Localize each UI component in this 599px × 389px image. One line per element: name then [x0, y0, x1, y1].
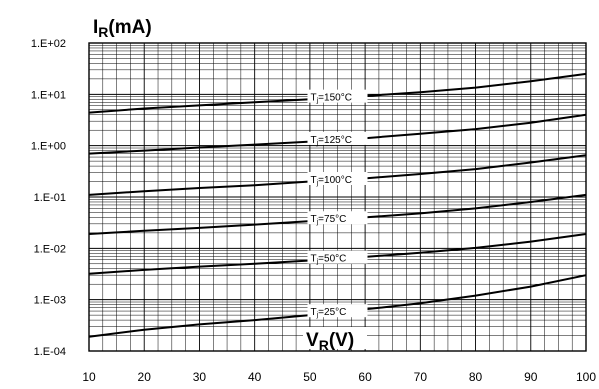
plot-frame — [88, 42, 587, 352]
x-axis-label-main: V — [306, 330, 319, 351]
x-axis-label-sub: R — [319, 337, 329, 353]
y-axis-label-main: I — [93, 17, 98, 38]
series-label-backdrop — [307, 89, 368, 103]
series-label-backdrop — [307, 304, 368, 318]
y-tick-label: 1.E+02 — [31, 38, 66, 50]
series-label-backdrop — [307, 211, 368, 225]
y-axis-label-sub: R — [98, 24, 108, 40]
series-label: Tj=75°C — [311, 214, 347, 226]
x-axis-label-unit: (V) — [329, 330, 354, 351]
y-tick-label: 1.E-02 — [34, 243, 66, 255]
y-tick-label: 1.E+01 — [31, 89, 66, 101]
x-tick-label: 60 — [358, 370, 372, 384]
x-tick-label: 40 — [248, 370, 262, 384]
x-tick-label: 80 — [469, 370, 483, 384]
y-tick-labels: 1.E-04 1.E-03 1.E-02 1.E-01 1.E+00 1.E+01 1.E+… — [31, 38, 66, 358]
y-axis-label: IR(mA) — [93, 17, 152, 40]
y-tick-label: 1.E-03 — [34, 295, 66, 307]
y-axis-label-unit: (mA) — [108, 17, 151, 38]
x-axis-label-backdrop — [303, 327, 367, 349]
y-tick-label: 1.E-01 — [34, 192, 66, 204]
x-tick-label: 90 — [524, 370, 538, 384]
series-labels: Tj=150°C Tj=125°C Tj=100°C Tj=75°C Tj=50°C Tj… — [307, 89, 368, 319]
series-label: Tj=125°C — [311, 135, 352, 147]
series-label: Tj=25°C — [311, 307, 347, 319]
x-tick-label: 70 — [414, 370, 428, 384]
x-tick-label: 50 — [303, 370, 317, 384]
series-label-backdrop — [307, 131, 368, 145]
x-tick-label: 100 — [576, 370, 596, 384]
x-axis-label: VR(V) — [306, 330, 354, 353]
series-label-backdrop — [307, 171, 368, 185]
y-tick-label: 1.E-04 — [34, 346, 66, 358]
x-tick-labels: 10 20 30 40 50 60 70 80 90 100 — [82, 370, 596, 384]
series-label: Tj=50°C — [311, 254, 347, 266]
series-label: Tj=100°C — [311, 175, 352, 187]
x-tick-label: 30 — [193, 370, 207, 384]
series-label-backdrop — [307, 250, 368, 264]
series-label: Tj=150°C — [311, 93, 352, 105]
x-tick-label: 10 — [82, 370, 96, 384]
x-tick-label: 20 — [138, 370, 152, 384]
y-tick-label: 1.E+00 — [31, 141, 66, 153]
